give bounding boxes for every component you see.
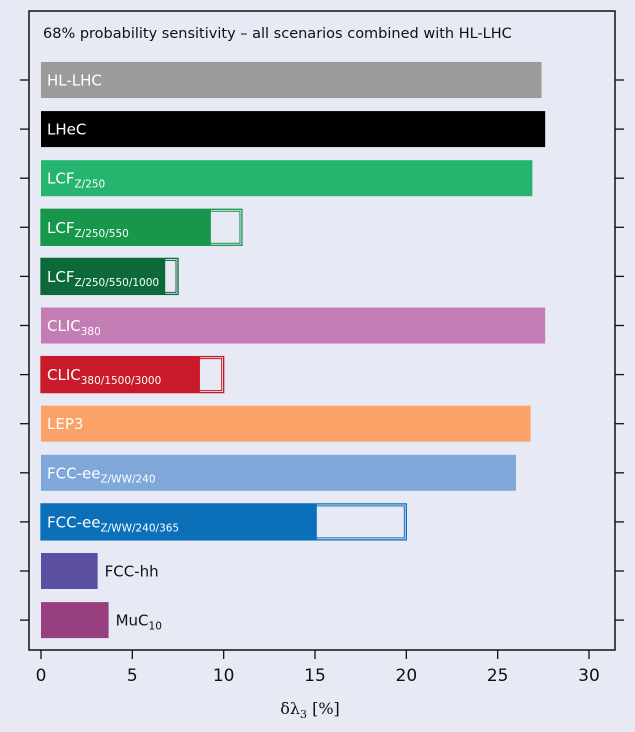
x-tick-label: 15 (304, 666, 326, 686)
bar-lcf-z-250-550-1000 (41, 258, 166, 295)
bar-label-lcf-z-250-550: LCFZ/250/550 (47, 219, 129, 240)
bar-lcf-z-250 (41, 160, 533, 197)
x-tick-label: 20 (396, 666, 418, 686)
bar-label-hl-lhc: HL-LHC (47, 72, 102, 90)
plot-frame (28, 10, 616, 651)
bar-label-lcf-z-250-550-1000: LCFZ/250/550/1000 (47, 268, 159, 289)
x-axis-label: δλ3 [%] (280, 699, 340, 721)
bar-label-fcc-hh: FCC-hh (105, 563, 159, 581)
x-tick-label: 5 (127, 666, 138, 686)
bar-lep3 (41, 405, 531, 442)
bar-label-muc-10: MuC10 (116, 612, 162, 633)
bar-fcc-ee-z-ww-240 (41, 454, 516, 491)
x-axis: 0 5 10 15 20 25 30 (36, 650, 600, 686)
bar-fcc-hh (41, 553, 98, 589)
bar-lhec (41, 111, 546, 148)
bar-label-lhec: LHeC (47, 121, 86, 139)
x-tick-label: 0 (36, 666, 47, 686)
bar-label-lep3: LEP3 (47, 415, 83, 433)
bar-label-clic-380-1500-3000: CLIC380/1500/3000 (47, 366, 161, 387)
x-tick-label: 10 (213, 666, 235, 686)
y-ticks (20, 79, 624, 621)
bar-clic-380 (41, 307, 546, 344)
bar-clic-380-1500-3000 (41, 356, 200, 393)
x-tick-label: 25 (487, 666, 509, 686)
bars: HL-LHC LHeC LCFZ/250 LCFZ/250/550 LCFZ/250/5… (40, 62, 546, 639)
bar-hl-lhc (41, 62, 542, 98)
x-tick-label: 30 (578, 666, 600, 686)
bar-label-clic-380: CLIC380 (47, 317, 101, 338)
bar-label-lcf-z-250: LCFZ/250 (47, 170, 105, 191)
bar-label-fcc-ee-z-ww-240: FCC-eeZ/WW/240 (47, 464, 156, 485)
bar-lcf-z-250-550 (41, 209, 211, 246)
bar-fcc-ee-z-ww-240-365 (41, 503, 317, 540)
chart-title: 68% probability sensitivity – all scenar… (43, 26, 512, 42)
bar-muc-10 (41, 602, 109, 639)
bar-label-fcc-ee-z-ww-240-365: FCC-eeZ/WW/240/365 (47, 513, 179, 534)
